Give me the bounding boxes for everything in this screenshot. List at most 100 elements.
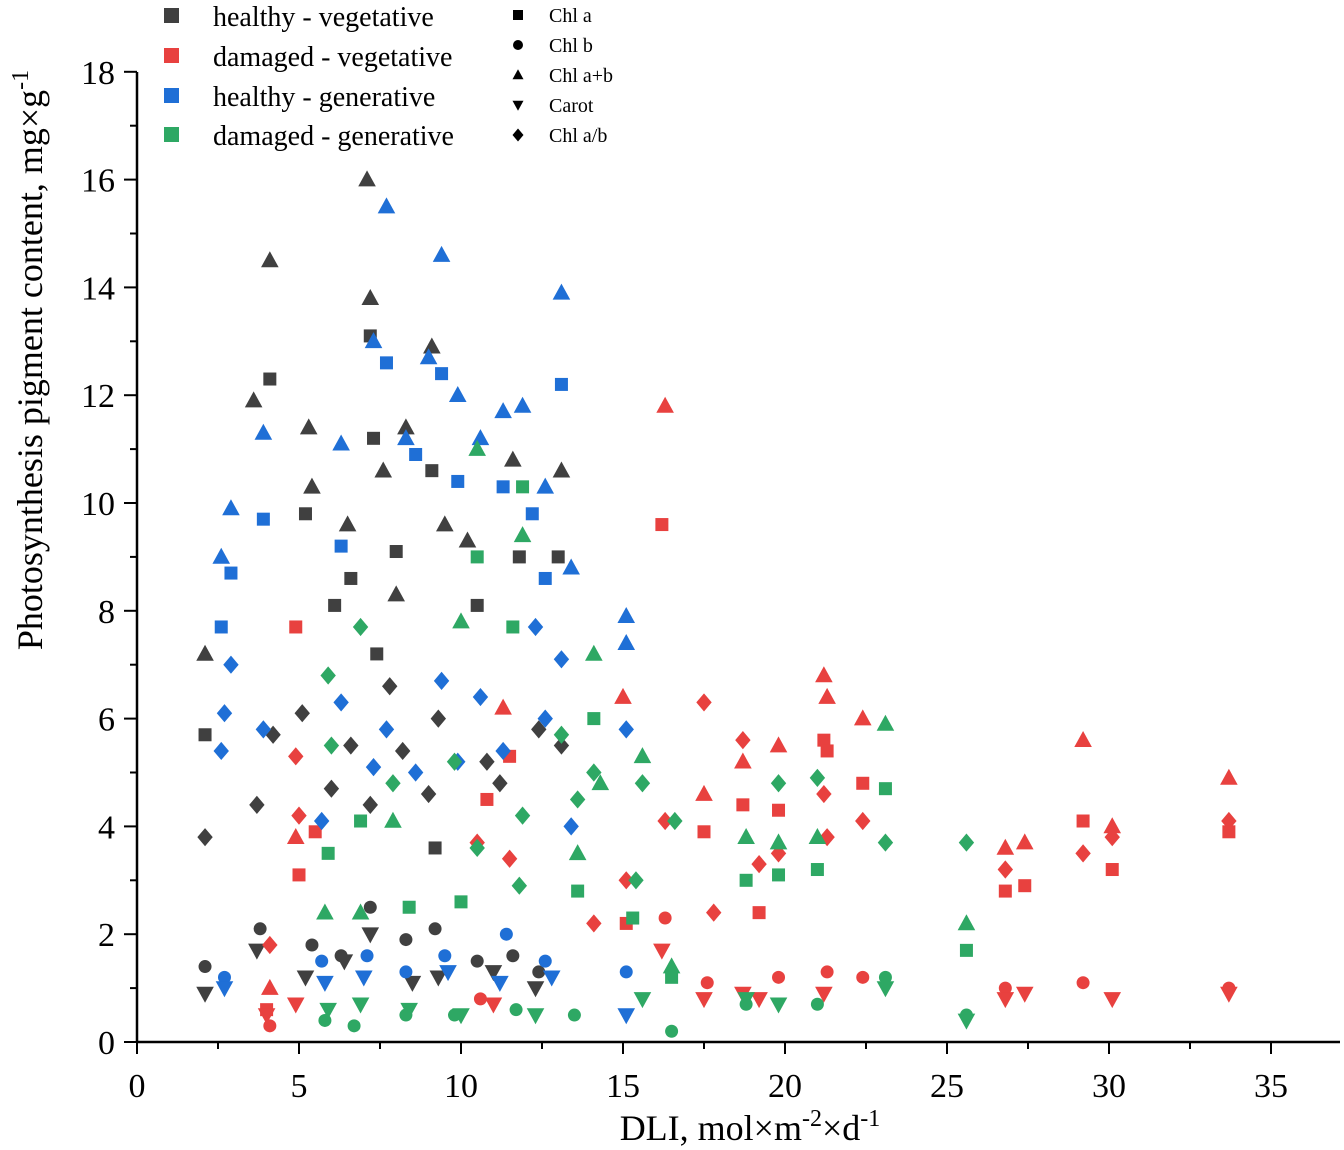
healthy-vegetative-circle-point (470, 954, 484, 968)
healthy-vegetative-square-point (298, 507, 312, 521)
healthy-vegetative-diamond-point (382, 677, 398, 696)
healthy-generative-square-point (334, 539, 348, 553)
damaged-generative-square-point (470, 550, 484, 564)
healthy-generative-triangle-down-point (316, 975, 334, 992)
x-axis-title: DLI, mol×m-2×d-1 (620, 1106, 881, 1148)
axes (135, 72, 1340, 1044)
healthy-vegetative-square-point (328, 598, 342, 612)
damaged-vegetative-triangle-up-point (1015, 833, 1034, 850)
damaged-vegetative-circle-point (856, 970, 870, 984)
damaged-generative-triangle-down-point (319, 1002, 337, 1019)
data-markers (196, 170, 1238, 1038)
y-tick-label: 8 (98, 594, 115, 631)
damaged-generative-square-point (354, 814, 368, 828)
damaged-vegetative-diamond-point (706, 903, 722, 922)
healthy-generative-diamond-point (407, 763, 424, 782)
damaged-generative-square-point (810, 863, 824, 877)
damaged-vegetative-triangle-down-point (750, 992, 768, 1009)
damaged-vegetative-triangle-down-point (996, 992, 1015, 1009)
healthy-generative-triangle-up-point (377, 197, 396, 214)
healthy-vegetative-triangle-up-point (552, 461, 571, 478)
healthy-generative-triangle-up-point (448, 386, 467, 402)
healthy-generative-diamond-point (255, 720, 272, 739)
damaged-vegetative-triangle-up-point (853, 709, 872, 726)
damaged-vegetative-triangle-down-point (257, 1008, 276, 1025)
healthy-generative-circle-point (217, 970, 231, 984)
damaged-vegetative-square-point (480, 792, 494, 806)
healthy-generative-diamond-point (553, 650, 570, 669)
damaged-vegetative-square-point (736, 798, 750, 812)
healthy-vegetative-triangle-up-point (387, 585, 405, 602)
healthy-vegetative-square-point (551, 550, 565, 564)
healthy-vegetative-triangle-up-point (358, 170, 376, 187)
healthy-generative-square-point (554, 377, 568, 391)
damaged-vegetative-circle-point (658, 911, 672, 925)
damaged-generative-triangle-up-point (957, 914, 976, 931)
damaged-generative-circle-point (665, 1024, 679, 1038)
damaged-vegetative-circle-point (998, 981, 1012, 995)
y-tick-label: 14 (81, 270, 115, 307)
healthy-generative-diamond-point (537, 709, 553, 728)
healthy-generative-triangle-up-point (617, 606, 636, 623)
damaged-generative-square-point (402, 900, 416, 914)
y-tick-label: 0 (98, 1025, 115, 1062)
healthy-vegetative-square-point (367, 431, 381, 445)
healthy-generative-triangle-up-point (494, 402, 512, 419)
healthy-vegetative-triangle-down-point (296, 970, 315, 987)
healthy-vegetative-triangle-down-point (429, 970, 448, 987)
healthy-vegetative-diamond-point (294, 704, 310, 723)
damaged-generative-circle-point (878, 970, 892, 984)
legend-label-chl-a-plus-b: Chl a+b (549, 65, 613, 87)
damaged-generative-triangle-up-point (662, 957, 681, 974)
healthy-vegetative-triangle-up-point (244, 391, 263, 408)
healthy-generative-triangle-down-point (215, 981, 234, 998)
healthy-vegetative-triangle-down-point (403, 975, 422, 992)
x-tick-label: 25 (930, 1068, 964, 1105)
healthy-vegetative-triangle-up-point (423, 337, 441, 354)
damaged-generative-diamond-point (628, 871, 644, 890)
healthy-vegetative-square-point (389, 545, 403, 559)
healthy-vegetative-triangle-up-point (504, 450, 522, 467)
damaged-vegetative-diamond-point (855, 811, 871, 831)
y-tick-label: 4 (98, 809, 115, 846)
damaged-generative-triangle-down-point (400, 1002, 418, 1019)
legend-groups: healthy - vegetative damaged - vegetativ… (164, 2, 454, 152)
damaged-generative-diamond-point (320, 666, 336, 685)
legend-markers: Chl a Chl b Chl a+b Carot Chl a/b (512, 5, 613, 147)
damaged-vegetative-diamond-point (657, 811, 673, 831)
damaged-vegetative-circle-point (473, 992, 487, 1006)
damaged-generative-triangle-down-point (876, 981, 895, 998)
healthy-vegetative-square-point (512, 550, 526, 564)
healthy-vegetative-triangle-up-point (361, 288, 380, 305)
healthy-generative-triangle-up-point (513, 396, 532, 413)
damaged-vegetative-triangle-up-point (286, 827, 305, 844)
healthy-generative-diamond-point (313, 811, 330, 831)
healthy-generative-diamond-point (433, 671, 450, 690)
y-tick-label: 10 (81, 486, 115, 523)
healthy-vegetative-diamond-point (343, 736, 359, 755)
damaged-vegetative-triangle-up-point (818, 687, 836, 704)
legend-label-damaged-vegetative: damaged - vegetative (213, 42, 452, 73)
healthy-vegetative-square-point (370, 647, 384, 661)
healthy-vegetative-diamond-point (394, 741, 411, 761)
damaged-generative-triangle-down-point (957, 1013, 976, 1030)
damaged-generative-diamond-point (877, 833, 894, 852)
damaged-generative-diamond-point (634, 774, 651, 793)
healthy-vegetative-circle-point (399, 933, 413, 947)
damaged-generative-triangle-up-point (737, 827, 755, 844)
damaged-generative-triangle-up-point (769, 833, 788, 850)
healthy-vegetative-triangle-up-point (299, 418, 318, 435)
y-tick-label: 6 (98, 702, 115, 739)
y-tick-label: 18 (81, 55, 115, 92)
damaged-generative-triangle-down-point (452, 1008, 470, 1025)
healthy-generative-triangle-up-point (536, 477, 555, 494)
damaged-generative-triangle-up-point (568, 844, 587, 861)
damaged-generative-triangle-up-point (468, 439, 486, 456)
healthy-generative-diamond-point (527, 617, 544, 637)
damaged-generative-diamond-point (770, 774, 787, 793)
damaged-vegetative-triangle-up-point (1220, 768, 1238, 785)
healthy-generative-triangle-up-point (419, 348, 438, 365)
damaged-vegetative-diamond-point (501, 849, 518, 868)
healthy-vegetative-square-point (470, 598, 484, 612)
